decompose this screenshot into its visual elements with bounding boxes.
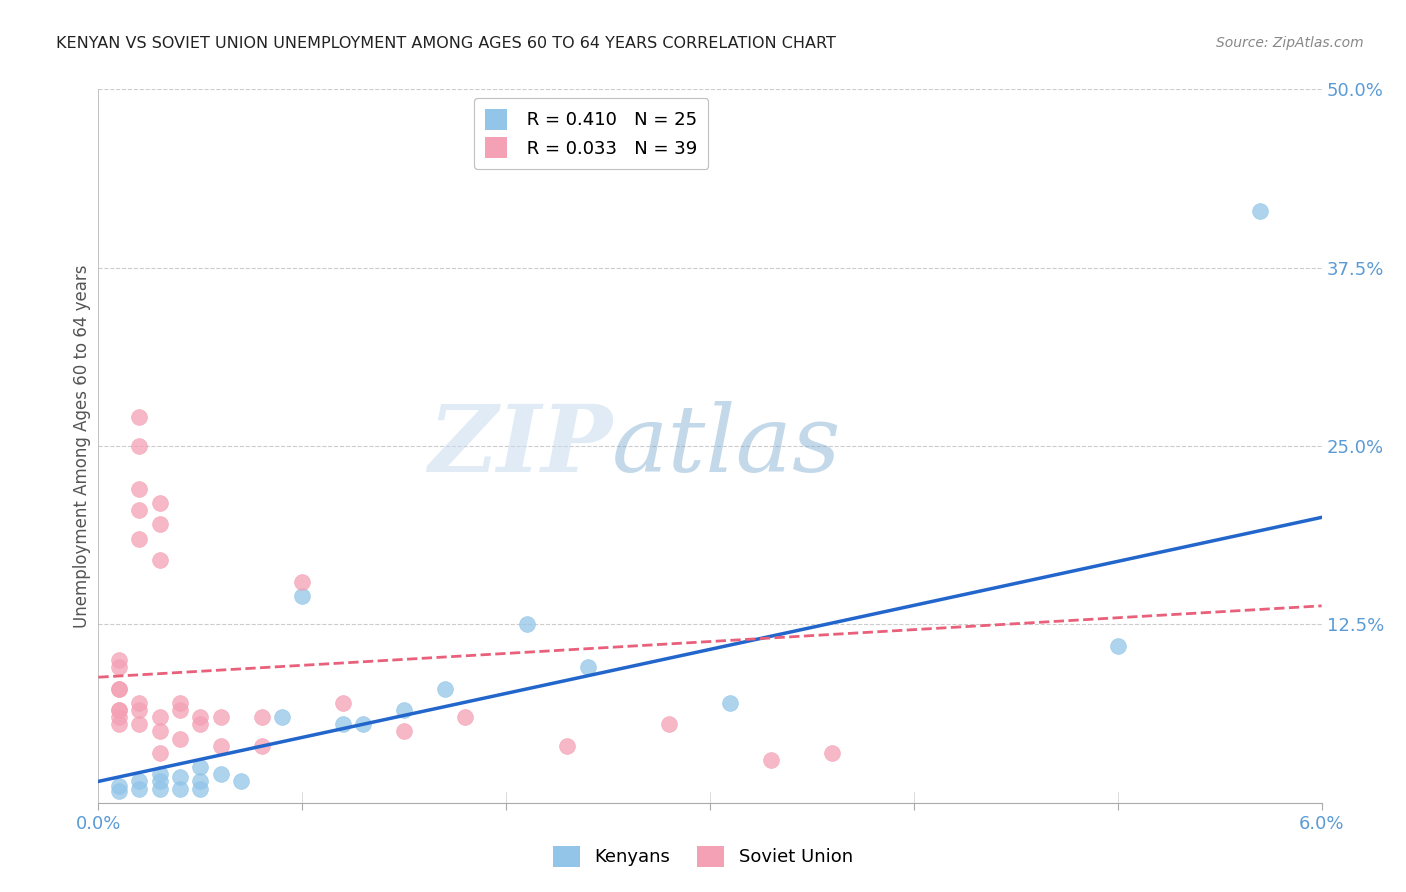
Point <box>149 781 172 796</box>
Point <box>128 703 150 717</box>
Point <box>270 710 292 724</box>
Point <box>169 731 191 746</box>
Point <box>821 746 844 760</box>
Point <box>128 503 150 517</box>
Point <box>291 589 314 603</box>
Point <box>108 784 131 798</box>
Legend:  R = 0.410   N = 25,  R = 0.033   N = 39: R = 0.410 N = 25, R = 0.033 N = 39 <box>474 98 709 169</box>
Point <box>108 653 131 667</box>
Point <box>108 681 131 696</box>
Y-axis label: Unemployment Among Ages 60 to 64 years: Unemployment Among Ages 60 to 64 years <box>73 264 91 628</box>
Point <box>128 532 150 546</box>
Point <box>169 703 191 717</box>
Point <box>209 767 232 781</box>
Text: KENYAN VS SOVIET UNION UNEMPLOYMENT AMONG AGES 60 TO 64 YEARS CORRELATION CHART: KENYAN VS SOVIET UNION UNEMPLOYMENT AMON… <box>56 36 837 51</box>
Point <box>352 717 374 731</box>
Point <box>291 574 314 589</box>
Point <box>169 770 191 784</box>
Point <box>128 717 150 731</box>
Point <box>555 739 579 753</box>
Point <box>332 717 354 731</box>
Point <box>433 681 456 696</box>
Point <box>108 779 131 793</box>
Point <box>250 739 273 753</box>
Point <box>169 781 191 796</box>
Point <box>108 660 131 674</box>
Point <box>149 517 172 532</box>
Point <box>576 660 599 674</box>
Point <box>128 781 150 796</box>
Point <box>108 717 131 731</box>
Legend: Kenyans, Soviet Union: Kenyans, Soviet Union <box>546 838 860 874</box>
Point <box>392 703 416 717</box>
Point <box>149 774 172 789</box>
Point <box>209 739 232 753</box>
Point <box>209 710 232 724</box>
Point <box>250 710 273 724</box>
Point <box>761 753 783 767</box>
Point <box>149 746 172 760</box>
Point <box>516 617 538 632</box>
Point <box>108 710 131 724</box>
Point <box>108 703 131 717</box>
Point <box>392 724 416 739</box>
Point <box>718 696 742 710</box>
Point <box>188 760 212 774</box>
Point <box>149 767 172 781</box>
Point <box>149 710 172 724</box>
Point <box>128 410 150 425</box>
Point <box>1107 639 1129 653</box>
Point <box>188 781 212 796</box>
Point <box>128 696 150 710</box>
Point <box>128 482 150 496</box>
Text: ZIP: ZIP <box>427 401 612 491</box>
Point <box>332 696 354 710</box>
Point <box>188 717 212 731</box>
Point <box>149 553 172 567</box>
Point <box>108 681 131 696</box>
Point <box>231 774 253 789</box>
Point <box>1249 203 1271 218</box>
Point <box>108 703 131 717</box>
Point <box>128 774 150 789</box>
Point <box>188 774 212 789</box>
Point <box>454 710 477 724</box>
Point <box>128 439 150 453</box>
Text: atlas: atlas <box>612 401 842 491</box>
Text: Source: ZipAtlas.com: Source: ZipAtlas.com <box>1216 36 1364 50</box>
Point <box>188 710 212 724</box>
Point <box>169 696 191 710</box>
Point <box>149 496 172 510</box>
Point <box>658 717 681 731</box>
Point <box>149 724 172 739</box>
